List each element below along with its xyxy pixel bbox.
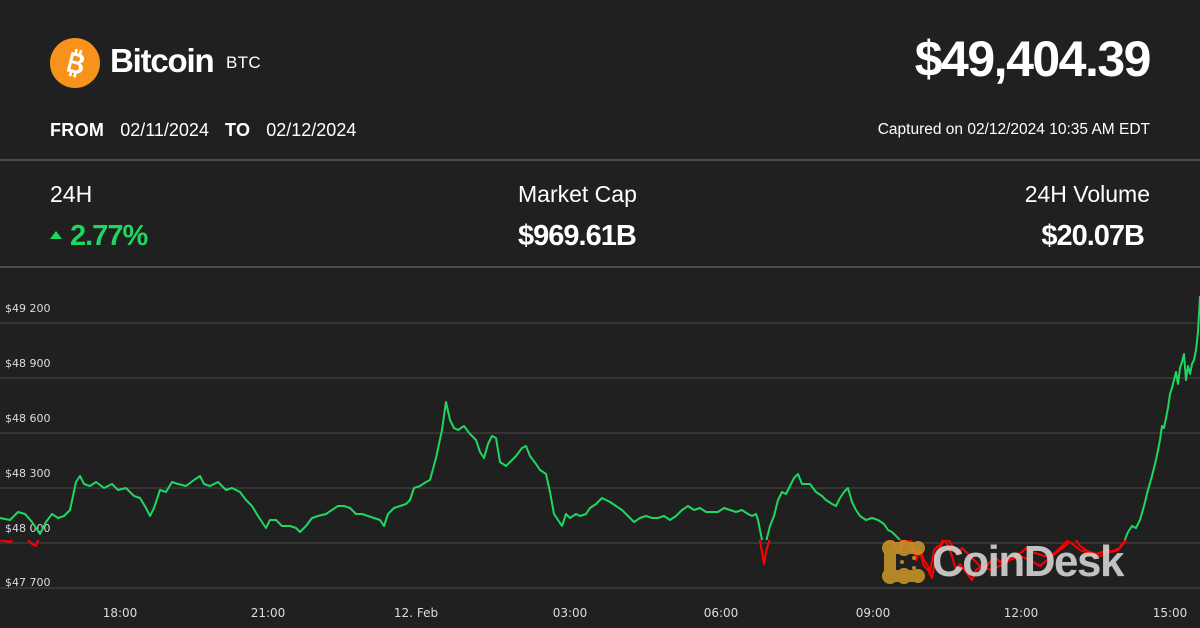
x-tick: 15:00 <box>1153 606 1188 620</box>
bitcoin-icon <box>66 48 85 78</box>
price-chart: $49 200 $48 900 $48 600 $48 300 $48 000 … <box>0 295 1200 620</box>
divider-top <box>0 159 1200 161</box>
stat-24h-change: 2.77% <box>50 220 148 253</box>
divider-bottom <box>0 266 1200 268</box>
from-label: FROM <box>50 120 105 140</box>
coindesk-watermark: CoinDesk <box>880 537 1124 587</box>
y-tick: $49 200 <box>5 302 51 315</box>
y-tick: $48 600 <box>5 412 51 425</box>
x-axis-labels: 18:00 21:00 12. Feb 03:00 06:00 09:00 12… <box>103 606 1188 620</box>
coin-name: Bitcoin <box>110 42 215 79</box>
x-tick: 12:00 <box>1004 606 1039 620</box>
stat-market-cap-label: Market Cap <box>518 181 637 207</box>
coin-symbol: BTC <box>226 53 261 72</box>
x-tick: 12. Feb <box>394 606 438 620</box>
captured-timestamp: Captured on 02/12/2024 10:35 AM EDT <box>877 121 1150 138</box>
triangle-up-icon <box>50 231 62 240</box>
y-axis-labels: $49 200 $48 900 $48 600 $48 300 $48 000 … <box>5 302 51 589</box>
current-price: $49,404.39 <box>914 31 1152 87</box>
y-tick: $48 900 <box>5 357 51 370</box>
from-date: 02/11/2024 <box>120 120 209 140</box>
gridlines <box>0 322 1200 589</box>
x-tick: 18:00 <box>103 606 138 620</box>
x-tick: 03:00 <box>553 606 588 620</box>
stat-24h-value: 2.77% <box>70 220 148 252</box>
coindesk-logo-icon <box>882 540 925 584</box>
watermark-text: CoinDesk <box>932 537 1124 586</box>
bitcoin-logo-icon <box>50 38 100 88</box>
y-tick: $48 300 <box>5 467 51 480</box>
to-label: TO <box>224 120 251 140</box>
x-tick: 21:00 <box>251 606 286 620</box>
stat-volume-label: 24H Volume <box>1024 181 1150 207</box>
stat-volume-value: $20.07B <box>1041 220 1145 252</box>
stat-market-cap-value: $969.61B <box>518 220 637 252</box>
x-tick: 09:00 <box>856 606 891 620</box>
to-date: 02/12/2024 <box>266 120 357 140</box>
x-tick: 06:00 <box>704 606 739 620</box>
date-range: FROM 02/11/2024 TO 02/12/2024 <box>50 120 356 141</box>
stat-24h-label: 24H <box>50 181 93 207</box>
price-line <box>0 295 1200 581</box>
y-tick: $47 700 <box>5 576 51 589</box>
